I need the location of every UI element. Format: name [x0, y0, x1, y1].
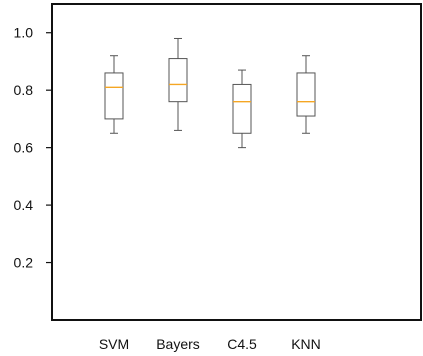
x-category-label: C4.5: [227, 336, 257, 352]
y-tick-label: 0.2: [14, 255, 34, 271]
y-axis: 0.2 0.4 0.6 0.8 1.0: [14, 25, 52, 271]
box-iqr: [296, 72, 316, 117]
x-category-label: SVM: [99, 336, 129, 352]
box-iqr: [168, 58, 188, 103]
box-item: [232, 69, 252, 149]
x-category-label: KNN: [291, 336, 321, 352]
box-item: [296, 55, 316, 134]
x-axis: SVM Bayers C4.5 KNN: [99, 336, 321, 352]
box-item: [104, 55, 124, 134]
y-tick-label: 0.4: [14, 197, 34, 213]
box-iqr: [232, 83, 252, 134]
box-series: [104, 37, 316, 149]
y-tick-label: 0.6: [14, 140, 34, 156]
y-tick-label: 1.0: [14, 25, 34, 41]
y-tick-label: 0.8: [14, 82, 34, 98]
box-item: [168, 37, 188, 131]
x-category-label: Bayers: [156, 336, 200, 352]
plot-area-frame: [51, 3, 422, 321]
box-iqr: [104, 72, 124, 120]
